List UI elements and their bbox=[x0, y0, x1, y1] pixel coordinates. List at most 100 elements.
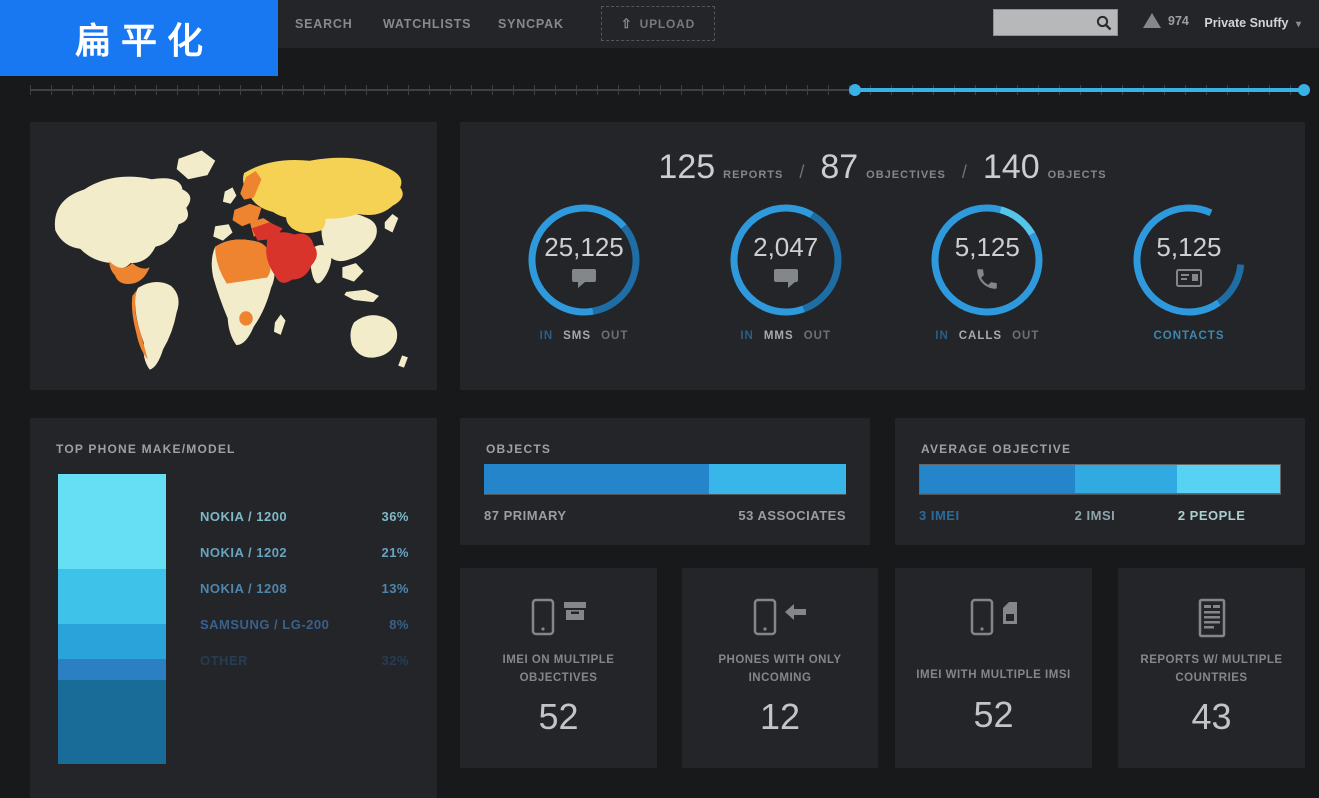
search-input[interactable] bbox=[994, 15, 1095, 30]
gauges-row: 25,125 IN SMS OUT 2,047 IN MMS OUT bbox=[508, 200, 1265, 342]
calls-count: 5,125 bbox=[954, 232, 1020, 262]
legend-row: SAMSUNG / LG-200 8% bbox=[200, 606, 409, 642]
timeline-handle-start[interactable] bbox=[848, 84, 861, 96]
world-map bbox=[54, 150, 408, 370]
legend-pct: 13% bbox=[381, 580, 409, 596]
mms-ring bbox=[730, 204, 842, 316]
legend-row: NOKIA / 1200 36% bbox=[200, 498, 409, 534]
nav-item-syncpak[interactable]: SYNCPAK bbox=[498, 17, 564, 31]
world-map-panel bbox=[30, 122, 437, 390]
phone-legend: NOKIA / 1200 36% NOKIA / 1202 21% NOKIA … bbox=[200, 498, 409, 678]
objects-panel: OBJECTS 87 PRIMARY 53 ASSOCIATES bbox=[460, 418, 870, 545]
legend-row: NOKIA / 1208 13% bbox=[200, 570, 409, 606]
timeline-handle-end[interactable] bbox=[1298, 84, 1310, 96]
legend-label: NOKIA / 1208 bbox=[200, 580, 288, 596]
card-value: 52 bbox=[973, 694, 1014, 735]
phone-panel-title: TOP PHONE MAKE/MODEL bbox=[56, 442, 236, 456]
objects-panel-title: OBJECTS bbox=[486, 442, 552, 456]
sms-gauge-labels: IN SMS OUT bbox=[508, 330, 660, 342]
calls-in-label: IN bbox=[935, 330, 949, 342]
map-yellow-regions bbox=[242, 157, 403, 234]
objectives-label: OBJECTIVES bbox=[866, 169, 946, 181]
legend-pct: 21% bbox=[381, 544, 409, 560]
calls-type-label: CALLS bbox=[958, 330, 1003, 342]
card-label: IMEI WITH MULTIPLE IMSI bbox=[916, 669, 1071, 682]
map-red-regions bbox=[251, 222, 317, 283]
objects-bar-labels: 87 PRIMARY 53 ASSOCIATES bbox=[484, 508, 846, 523]
legend-row: OTHER 32% bbox=[200, 642, 409, 678]
timeline-selected-range[interactable] bbox=[848, 84, 1310, 96]
average-objective-panel: AVERAGE OBJECTIVE 3 IMEI 2 IMSI 2 PEOPLE bbox=[895, 418, 1305, 545]
card-label: REPORTS W/ MULTIPLE COUNTRIES bbox=[1140, 654, 1283, 684]
mms-gauge: 2,047 IN MMS OUT bbox=[710, 200, 862, 342]
phone-make-model-panel: TOP PHONE MAKE/MODEL NOKIA / 1200 36% NO… bbox=[30, 418, 437, 798]
legend-label: NOKIA / 1200 bbox=[200, 508, 288, 524]
user-menu[interactable]: Private Snuffy ▾ bbox=[1204, 16, 1301, 30]
mms-type-label: MMS bbox=[763, 330, 794, 342]
card-value: 12 bbox=[759, 695, 801, 737]
imei-segment bbox=[920, 465, 1075, 493]
imsi-segment bbox=[1074, 465, 1178, 493]
search-icon bbox=[1096, 15, 1112, 30]
objects-count: 140 bbox=[982, 148, 1040, 186]
search-box[interactable] bbox=[993, 9, 1118, 36]
imei-label: 3 IMEI bbox=[919, 508, 960, 523]
legend-row: NOKIA / 1202 21% bbox=[200, 534, 409, 570]
imei-multiple-objectives-card: IMEI ON MULTIPLE OBJECTIVES 52 bbox=[460, 568, 657, 768]
contacts-count: 5,125 bbox=[1156, 232, 1222, 262]
primary-label: 87 PRIMARY bbox=[484, 508, 567, 523]
legend-pct: 8% bbox=[389, 616, 409, 632]
chat-bubble-icon bbox=[508, 266, 660, 295]
legend-label: SAMSUNG / LG-200 bbox=[200, 616, 330, 632]
contacts-label: CONTACTS bbox=[1153, 330, 1225, 342]
objectives-count: 87 bbox=[820, 148, 859, 186]
mms-gauge-labels: IN MMS OUT bbox=[710, 330, 862, 342]
legend-label: OTHER bbox=[200, 652, 248, 668]
mms-count: 2,047 bbox=[753, 232, 819, 262]
report-document-icon bbox=[1118, 592, 1305, 644]
bar-segment bbox=[58, 568, 166, 625]
summary-row: 125 REPORTS / 87 OBJECTIVES / 140 OBJECT… bbox=[460, 148, 1305, 187]
user-name: Private Snuffy bbox=[1204, 16, 1289, 30]
calls-ring bbox=[931, 204, 1043, 316]
separator: / bbox=[799, 162, 805, 182]
associates-segment bbox=[708, 464, 846, 494]
sms-type-label: SMS bbox=[563, 330, 592, 342]
sms-out-label: OUT bbox=[601, 330, 629, 342]
phone-and-sim-icon bbox=[895, 592, 1092, 644]
contacts-gauge-labels: CONTACTS bbox=[1113, 330, 1265, 342]
timeline-track[interactable] bbox=[30, 89, 1305, 91]
nav-item-search[interactable]: SEARCH bbox=[295, 17, 353, 31]
nav-item-watchlists[interactable]: WATCHLISTS bbox=[383, 17, 472, 31]
warning-triangle-icon bbox=[1143, 13, 1161, 28]
contacts-ring bbox=[1133, 204, 1245, 316]
people-label: 2 PEOPLE bbox=[1177, 508, 1246, 523]
phone-call-icon bbox=[911, 266, 1063, 297]
imei-multiple-imsi-card: IMEI WITH MULTIPLE IMSI 52 bbox=[895, 568, 1092, 768]
separator: / bbox=[961, 162, 967, 182]
objects-label: OBJECTS bbox=[1047, 169, 1107, 181]
contact-card-icon bbox=[1113, 266, 1265, 295]
upload-arrow-icon: ⇧ bbox=[620, 15, 633, 31]
objects-bar bbox=[484, 464, 846, 494]
people-segment bbox=[1177, 465, 1280, 493]
average-bar-labels: 3 IMEI 2 IMSI 2 PEOPLE bbox=[919, 508, 1281, 523]
people-label-cell: 2 PEOPLE bbox=[1178, 508, 1281, 523]
imei-label-cell: 3 IMEI bbox=[919, 508, 1075, 523]
upload-button[interactable]: ⇧ UPLOAD bbox=[601, 6, 715, 41]
phone-and-box-icon bbox=[460, 592, 657, 644]
primary-segment bbox=[484, 464, 709, 494]
calls-gauge: 5,125 IN CALLS OUT bbox=[911, 200, 1063, 342]
alerts-indicator[interactable]: 974 bbox=[1143, 13, 1189, 28]
timeline-slider[interactable] bbox=[30, 82, 1310, 98]
corner-banner: 扁平化 bbox=[0, 0, 278, 76]
imsi-label: 2 IMSI bbox=[1074, 508, 1116, 523]
sms-in-label: IN bbox=[539, 330, 554, 342]
phone-and-arrow-icon bbox=[682, 592, 878, 644]
reports-multiple-countries-card: REPORTS W/ MULTIPLE COUNTRIES 43 bbox=[1118, 568, 1305, 768]
chat-bubble-icon bbox=[710, 266, 862, 295]
reports-label: REPORTS bbox=[723, 169, 784, 181]
map-orange-regions bbox=[109, 171, 273, 360]
upload-label: UPLOAD bbox=[639, 16, 696, 31]
sms-gauge: 25,125 IN SMS OUT bbox=[508, 200, 660, 342]
